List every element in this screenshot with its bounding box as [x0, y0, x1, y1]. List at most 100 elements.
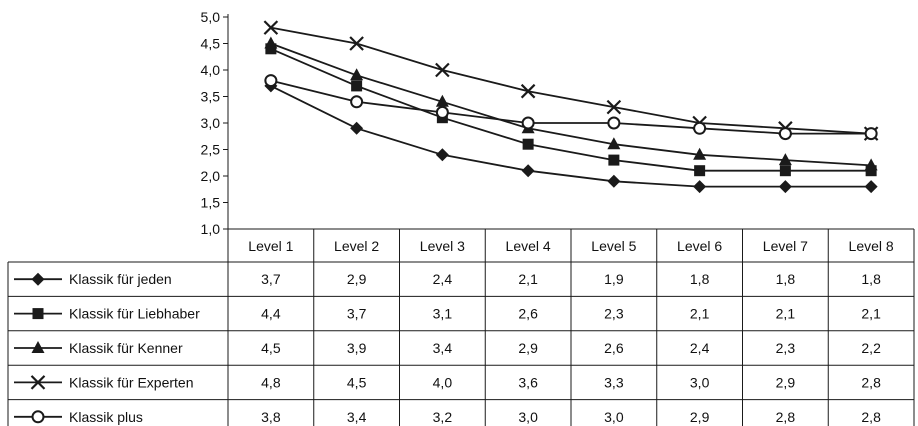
- data-point-klassik-fuer-jeden: [521, 164, 535, 178]
- data-point-klassik-fuer-liebhaber-shape: [694, 165, 706, 177]
- data-label: 4,4: [261, 306, 281, 322]
- data-point-klassik-plus: [521, 116, 535, 130]
- x-category-label: Level 7: [763, 238, 808, 254]
- data-point-klassik-fuer-jeden-shape: [864, 180, 878, 194]
- legend-marker-klassik-fuer-jeden: [31, 272, 45, 286]
- data-point-klassik-plus: [264, 74, 278, 88]
- data-point-klassik-plus-shape: [264, 74, 278, 88]
- data-point-klassik-fuer-experten-shape: [349, 36, 364, 51]
- data-label: 4,8: [261, 374, 281, 390]
- data-point-klassik-fuer-liebhaber: [694, 165, 706, 177]
- data-label: 2,1: [690, 306, 710, 322]
- data-point-klassik-fuer-kenner-shape: [264, 36, 278, 49]
- data-label: 3,0: [518, 409, 538, 425]
- y-tick-label: 1,5: [201, 195, 221, 211]
- data-point-klassik-fuer-liebhaber: [779, 165, 791, 177]
- x-category-label: Level 3: [420, 238, 465, 254]
- data-point-klassik-fuer-kenner: [264, 36, 278, 49]
- data-label: 2,9: [776, 374, 796, 390]
- data-label: 3,3: [604, 374, 624, 390]
- data-point-klassik-plus-shape: [693, 121, 707, 135]
- data-label: 2,3: [776, 340, 796, 356]
- data-point-klassik-fuer-kenner: [693, 147, 707, 160]
- legend-label-klassik-plus: Klassik plus: [69, 409, 143, 425]
- legend-marker-klassik-fuer-jeden-shape: [31, 272, 45, 286]
- data-point-klassik-fuer-liebhaber: [608, 154, 620, 166]
- legend-marker-klassik-fuer-experten: [30, 375, 46, 390]
- data-point-klassik-fuer-jeden-shape: [350, 121, 364, 135]
- data-label: 3,0: [690, 374, 710, 390]
- data-point-klassik-fuer-liebhaber-shape: [265, 43, 277, 55]
- data-point-klassik-fuer-liebhaber-shape: [351, 80, 363, 92]
- data-point-klassik-fuer-kenner-shape: [350, 68, 364, 81]
- data-point-klassik-fuer-experten: [435, 62, 450, 78]
- data-point-klassik-fuer-kenner: [350, 68, 364, 81]
- y-tick-label: 1,0: [201, 221, 221, 237]
- data-point-klassik-fuer-kenner: [607, 137, 621, 150]
- data-label: 3,7: [347, 306, 367, 322]
- series-line-klassik-fuer-liebhaber: [270, 47, 872, 172]
- x-category-label: Level 5: [591, 238, 636, 254]
- y-tick-label: 4,5: [201, 36, 221, 52]
- data-label: 3,1: [433, 306, 453, 322]
- data-point-klassik-fuer-jeden: [435, 148, 449, 162]
- data-label: 1,8: [690, 271, 710, 287]
- data-point-klassik-fuer-kenner: [778, 153, 792, 166]
- data-point-klassik-fuer-kenner: [864, 158, 878, 171]
- legend-marker-klassik-plus: [31, 410, 45, 424]
- data-label: 1,9: [604, 271, 624, 287]
- data-point-klassik-plus: [778, 127, 792, 141]
- x-category-label: Level 6: [677, 238, 722, 254]
- data-point-klassik-fuer-kenner-shape: [778, 153, 792, 166]
- data-label: 3,8: [261, 409, 281, 425]
- legend-marker-klassik-fuer-liebhaber: [32, 308, 44, 320]
- data-point-klassik-fuer-jeden: [350, 121, 364, 135]
- data-label: 2,1: [861, 306, 881, 322]
- data-label: 3,4: [433, 340, 453, 356]
- data-point-klassik-plus: [693, 121, 707, 135]
- data-point-klassik-fuer-experten: [349, 36, 364, 51]
- series-line-klassik-fuer-experten: [270, 26, 872, 135]
- data-label: 2,6: [518, 306, 538, 322]
- y-tick-label: 3,5: [201, 89, 221, 105]
- legend-marker-klassik-fuer-kenner: [31, 341, 45, 353]
- data-point-klassik-plus: [350, 95, 364, 109]
- data-point-klassik-fuer-jeden-shape: [778, 180, 792, 194]
- data-label: 1,8: [861, 271, 881, 287]
- data-point-klassik-fuer-experten: [520, 83, 536, 99]
- data-point-klassik-plus-shape: [607, 116, 621, 130]
- data-label: 4,5: [347, 374, 367, 390]
- data-label: 3,9: [347, 340, 367, 356]
- data-point-klassik-fuer-liebhaber-shape: [608, 154, 620, 166]
- data-label: 3,7: [261, 271, 281, 287]
- data-point-klassik-plus-shape: [350, 95, 364, 109]
- data-point-klassik-fuer-experten-shape: [520, 83, 536, 99]
- data-label: 3,6: [518, 374, 538, 390]
- legend-marker-klassik-fuer-kenner-shape: [31, 341, 45, 353]
- data-label: 2,8: [861, 374, 881, 390]
- data-point-klassik-plus-shape: [778, 127, 792, 141]
- data-point-klassik-fuer-experten: [263, 20, 279, 35]
- legend-label-klassik-fuer-kenner: Klassik für Kenner: [69, 340, 183, 356]
- data-point-klassik-fuer-jeden: [778, 180, 792, 194]
- data-point-klassik-fuer-jeden-shape: [521, 164, 535, 178]
- data-label: 2,9: [347, 271, 367, 287]
- data-point-klassik-fuer-jeden: [864, 180, 878, 194]
- data-point-klassik-plus-shape: [521, 116, 535, 130]
- data-point-klassik-fuer-experten-shape: [606, 99, 622, 115]
- data-point-klassik-fuer-experten: [606, 99, 622, 115]
- data-label: 2,3: [604, 306, 624, 322]
- series-line-klassik-fuer-kenner: [270, 42, 872, 167]
- data-point-klassik-fuer-experten-shape: [263, 20, 279, 35]
- y-tick-label: 3,0: [201, 115, 221, 131]
- data-point-klassik-fuer-liebhaber-shape: [522, 138, 534, 150]
- y-tick-label: 4,0: [201, 62, 221, 78]
- data-point-klassik-fuer-jeden-shape: [693, 180, 707, 194]
- data-point-klassik-fuer-experten-shape: [435, 62, 450, 78]
- data-point-klassik-fuer-liebhaber-shape: [779, 165, 791, 177]
- data-label: 1,8: [776, 271, 796, 287]
- legend-marker-klassik-fuer-liebhaber-shape: [32, 308, 44, 320]
- data-label: 2,2: [861, 340, 881, 356]
- data-point-klassik-fuer-kenner-shape: [607, 137, 621, 150]
